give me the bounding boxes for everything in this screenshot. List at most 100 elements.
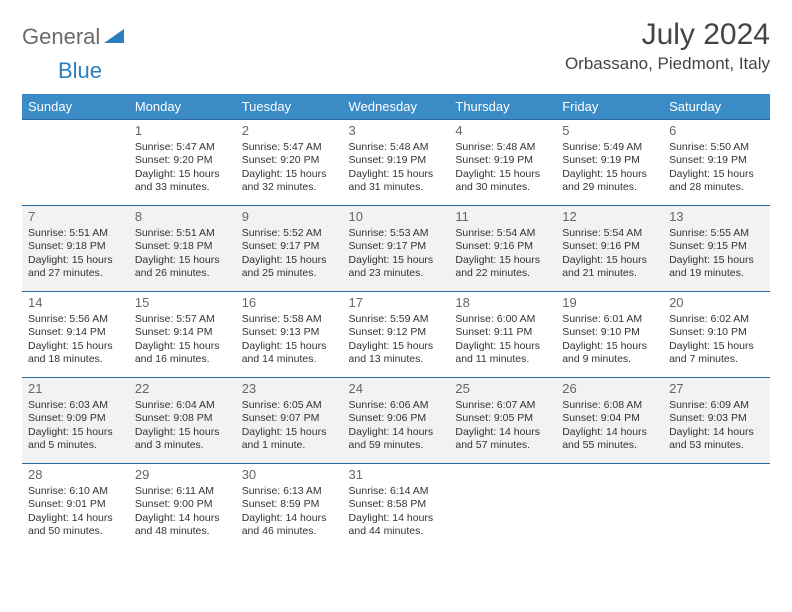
sunset-line: Sunset: 9:18 PM <box>135 240 230 253</box>
calendar-cell: 21Sunrise: 6:03 AMSunset: 9:09 PMDayligh… <box>22 378 129 464</box>
logo-word2: Blue <box>58 58 102 83</box>
day-number: 10 <box>349 209 444 225</box>
day-number: 24 <box>349 381 444 397</box>
sunset-line: Sunset: 9:10 PM <box>669 326 764 339</box>
daylight-line: Daylight: 14 hours and 53 minutes. <box>669 426 764 452</box>
calendar-header: SundayMondayTuesdayWednesdayThursdayFrid… <box>22 94 770 120</box>
calendar-cell: 12Sunrise: 5:54 AMSunset: 9:16 PMDayligh… <box>556 206 663 292</box>
day-number: 25 <box>455 381 550 397</box>
daylight-line: Daylight: 15 hours and 22 minutes. <box>455 254 550 280</box>
sunset-line: Sunset: 9:01 PM <box>28 498 123 511</box>
daylight-line: Daylight: 14 hours and 48 minutes. <box>135 512 230 538</box>
sunset-line: Sunset: 9:06 PM <box>349 412 444 425</box>
sunrise-line: Sunrise: 6:08 AM <box>562 399 657 412</box>
daylight-line: Daylight: 15 hours and 26 minutes. <box>135 254 230 280</box>
sunrise-line: Sunrise: 6:14 AM <box>349 485 444 498</box>
day-number: 9 <box>242 209 337 225</box>
calendar-cell: 9 Sunrise: 5:52 AMSunset: 9:17 PMDaylight… <box>236 206 343 292</box>
calendar-cell: 16Sunrise: 5:58 AMSunset: 9:13 PMDayligh… <box>236 292 343 378</box>
sunset-line: Sunset: 9:17 PM <box>242 240 337 253</box>
day-number: 20 <box>669 295 764 311</box>
day-number: 26 <box>562 381 657 397</box>
sunrise-line: Sunrise: 6:04 AM <box>135 399 230 412</box>
sunrise-line: Sunrise: 5:54 AM <box>455 227 550 240</box>
day-number: 21 <box>28 381 123 397</box>
sunrise-line: Sunrise: 6:01 AM <box>562 313 657 326</box>
calendar-cell: 13Sunrise: 5:55 AMSunset: 9:15 PMDayligh… <box>663 206 770 292</box>
sunset-line: Sunset: 9:03 PM <box>669 412 764 425</box>
calendar-cell: 17Sunrise: 5:59 AMSunset: 9:12 PMDayligh… <box>343 292 450 378</box>
calendar-cell: 4Sunrise: 5:48 AMSunset: 9:19 PMDaylight… <box>449 120 556 206</box>
sunrise-line: Sunrise: 6:00 AM <box>455 313 550 326</box>
calendar-cell: 18Sunrise: 6:00 AMSunset: 9:11 PMDayligh… <box>449 292 556 378</box>
calendar-cell: 6Sunrise: 5:50 AMSunset: 9:19 PMDaylight… <box>663 120 770 206</box>
daylight-line: Daylight: 15 hours and 23 minutes. <box>349 254 444 280</box>
day-number: 19 <box>562 295 657 311</box>
sunrise-line: Sunrise: 6:06 AM <box>349 399 444 412</box>
calendar-cell-empty <box>663 464 770 550</box>
daylight-line: Daylight: 14 hours and 50 minutes. <box>28 512 123 538</box>
daylight-line: Daylight: 15 hours and 1 minute. <box>242 426 337 452</box>
logo: General <box>22 18 126 50</box>
daylight-line: Daylight: 15 hours and 25 minutes. <box>242 254 337 280</box>
calendar-cell: 3 Sunrise: 5:48 AMSunset: 9:19 PMDaylight… <box>343 120 450 206</box>
sunset-line: Sunset: 8:59 PM <box>242 498 337 511</box>
calendar-cell: 10Sunrise: 5:53 AMSunset: 9:17 PMDayligh… <box>343 206 450 292</box>
sunset-line: Sunset: 9:09 PM <box>28 412 123 425</box>
sunset-line: Sunset: 8:58 PM <box>349 498 444 511</box>
daylight-line: Daylight: 15 hours and 29 minutes. <box>562 168 657 194</box>
sunset-line: Sunset: 9:12 PM <box>349 326 444 339</box>
sunrise-line: Sunrise: 5:48 AM <box>455 141 550 154</box>
day-number: 28 <box>28 467 123 483</box>
calendar-cell-empty <box>449 464 556 550</box>
calendar-cell-empty <box>556 464 663 550</box>
daylight-line: Daylight: 15 hours and 33 minutes. <box>135 168 230 194</box>
calendar-cell: 15Sunrise: 5:57 AMSunset: 9:14 PMDayligh… <box>129 292 236 378</box>
sunrise-line: Sunrise: 5:59 AM <box>349 313 444 326</box>
sunrise-line: Sunrise: 5:51 AM <box>28 227 123 240</box>
sunset-line: Sunset: 9:10 PM <box>562 326 657 339</box>
sunrise-line: Sunrise: 5:58 AM <box>242 313 337 326</box>
sunrise-line: Sunrise: 5:47 AM <box>242 141 337 154</box>
sunset-line: Sunset: 9:14 PM <box>28 326 123 339</box>
daylight-line: Daylight: 15 hours and 14 minutes. <box>242 340 337 366</box>
day-number: 27 <box>669 381 764 397</box>
sunrise-line: Sunrise: 5:52 AM <box>242 227 337 240</box>
day-number: 23 <box>242 381 337 397</box>
sunrise-line: Sunrise: 6:03 AM <box>28 399 123 412</box>
sunset-line: Sunset: 9:18 PM <box>28 240 123 253</box>
day-number: 5 <box>562 123 657 139</box>
day-number: 18 <box>455 295 550 311</box>
sunset-line: Sunset: 9:19 PM <box>669 154 764 167</box>
calendar-cell: 11Sunrise: 5:54 AMSunset: 9:16 PMDayligh… <box>449 206 556 292</box>
sunrise-line: Sunrise: 5:50 AM <box>669 141 764 154</box>
sunset-line: Sunset: 9:11 PM <box>455 326 550 339</box>
weekday-header: Monday <box>129 94 236 120</box>
daylight-line: Daylight: 15 hours and 31 minutes. <box>349 168 444 194</box>
calendar-cell: 27Sunrise: 6:09 AMSunset: 9:03 PMDayligh… <box>663 378 770 464</box>
calendar-cell: 19Sunrise: 6:01 AMSunset: 9:10 PMDayligh… <box>556 292 663 378</box>
day-number: 1 <box>135 123 230 139</box>
calendar-cell: 26Sunrise: 6:08 AMSunset: 9:04 PMDayligh… <box>556 378 663 464</box>
calendar-row: 1 Sunrise: 5:47 AMSunset: 9:20 PM Daylight… <box>22 120 770 206</box>
daylight-line: Daylight: 14 hours and 55 minutes. <box>562 426 657 452</box>
weekday-header: Tuesday <box>236 94 343 120</box>
calendar-cell: 1Sunrise: 5:47 AMSunset: 9:20 PMDaylight… <box>129 120 236 206</box>
weekday-header: Saturday <box>663 94 770 120</box>
day-number: 15 <box>135 295 230 311</box>
day-number: 7 <box>28 209 123 225</box>
sunset-line: Sunset: 9:19 PM <box>349 154 444 167</box>
day-number: 14 <box>28 295 123 311</box>
sunset-line: Sunset: 9:20 PM <box>242 154 337 167</box>
sunrise-line: Sunrise: 5:53 AM <box>349 227 444 240</box>
daylight-line: Daylight: 15 hours and 16 minutes. <box>135 340 230 366</box>
day-number: 22 <box>135 381 230 397</box>
sunset-line: Sunset: 9:08 PM <box>135 412 230 425</box>
sunset-line: Sunset: 9:19 PM <box>562 154 657 167</box>
day-number: 13 <box>669 209 764 225</box>
calendar-cell: 28Sunrise: 6:10 AMSunset: 9:01 PMDayligh… <box>22 464 129 550</box>
daylight-line: Daylight: 15 hours and 18 minutes. <box>28 340 123 366</box>
calendar-row: 21 Sunrise: 6:03 AMSunset: 9:09 PM Dayligh… <box>22 378 770 464</box>
day-number: 3 <box>349 123 444 139</box>
sunrise-line: Sunrise: 5:48 AM <box>349 141 444 154</box>
